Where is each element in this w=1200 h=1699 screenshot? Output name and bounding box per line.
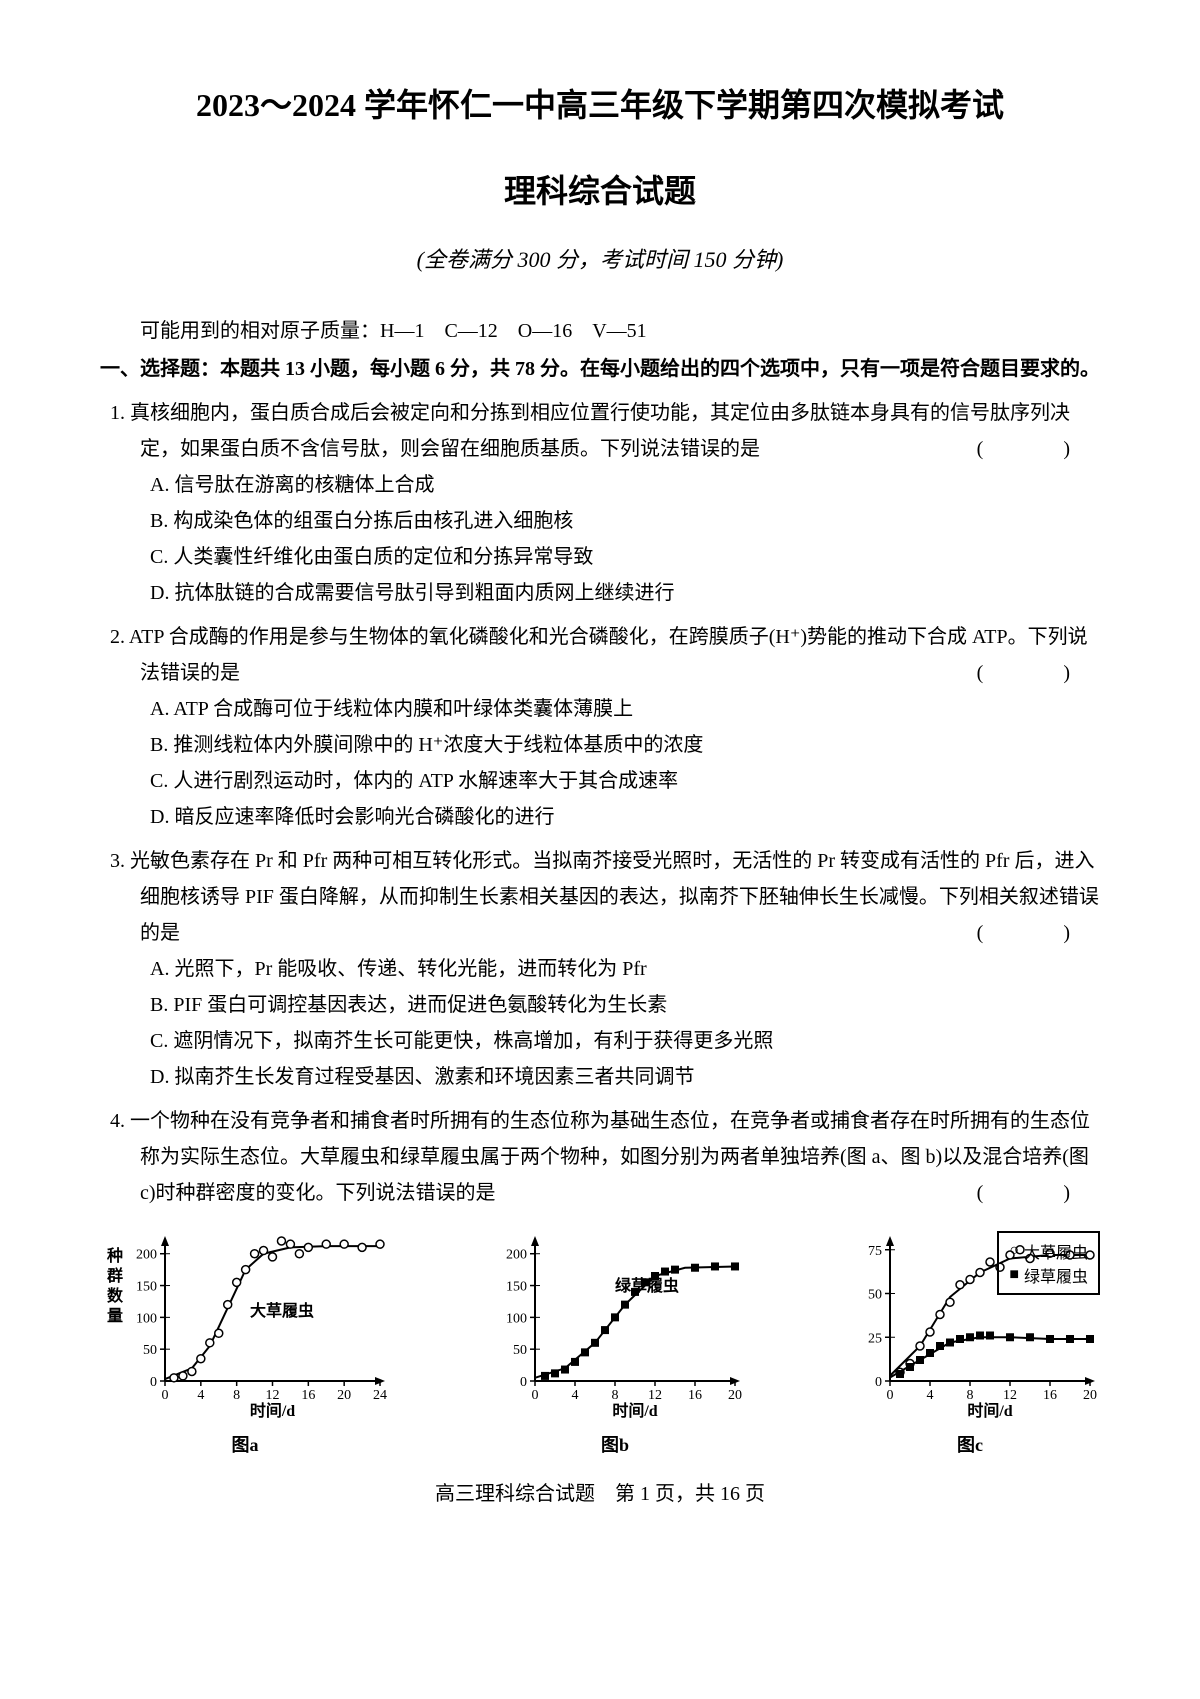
option: B. PIF 蛋白可调控基因表达，进而促进色氨酸转化为生长素: [100, 987, 1100, 1023]
svg-text:150: 150: [136, 1280, 157, 1295]
svg-text:12: 12: [266, 1388, 280, 1403]
svg-text:8: 8: [612, 1388, 619, 1403]
circle-marker-icon: ○: [1009, 1242, 1019, 1260]
svg-text:50: 50: [143, 1343, 157, 1358]
svg-text:0: 0: [875, 1375, 882, 1390]
svg-text:200: 200: [136, 1248, 157, 1263]
chart-legend: ○ 大草履虫 ■ 绿草履虫: [997, 1231, 1100, 1295]
question-block: 4. 一个物种在没有竞争者和捕食者时所拥有的生态位称为基础生态位，在竞争者或捕食…: [100, 1103, 1100, 1211]
svg-text:25: 25: [868, 1331, 882, 1346]
legend-item-1: ○ 大草履虫: [1009, 1239, 1088, 1263]
svg-text:16: 16: [688, 1388, 702, 1403]
svg-text:4: 4: [197, 1388, 204, 1403]
question-stem: 1. 真核细胞内，蛋白质合成后会被定向和分拣到相应位置行使功能，其定位由多肽链本…: [100, 395, 1100, 467]
atomic-mass: 可能用到的相对原子质量：H—1 C—12 O—16 V—51: [100, 314, 1100, 343]
svg-text:0: 0: [162, 1388, 169, 1403]
answer-paren: ( ): [1007, 431, 1100, 467]
svg-text:50: 50: [513, 1343, 527, 1358]
svg-text:0: 0: [532, 1388, 539, 1403]
option: B. 构成染色体的组蛋白分拣后由核孔进入细胞核: [100, 503, 1100, 539]
svg-text:150: 150: [506, 1280, 527, 1295]
main-title: 2023～2024 学年怀仁一中高三年级下学期第四次模拟考试: [100, 80, 1100, 126]
answer-paren: ( ): [1007, 655, 1100, 691]
page-footer: 高三理科综合试题 第 1 页，共 16 页: [100, 1477, 1100, 1506]
chart-c-label: 图c: [840, 1431, 1100, 1457]
svg-text:200: 200: [506, 1248, 527, 1263]
chart-b-label: 图b: [485, 1431, 745, 1457]
question-stem: 3. 光敏色素存在 Pr 和 Pfr 两种可相互转化形式。当拟南芥接受光照时，无…: [100, 843, 1100, 951]
svg-text:20: 20: [1083, 1388, 1097, 1403]
svg-text:8: 8: [967, 1388, 974, 1403]
svg-text:种群数量: 种群数量: [106, 1246, 124, 1325]
question-block: 2. ATP 合成酶的作用是参与生物体的氧化磷酸化和光合磷酸化，在跨膜质子(H⁺…: [100, 619, 1100, 835]
svg-text:12: 12: [1003, 1388, 1017, 1403]
option: D. 拟南芥生长发育过程受基因、激素和环境因素三者共同调节: [100, 1059, 1100, 1095]
option: A. 信号肽在游离的核糖体上合成: [100, 467, 1100, 503]
option: C. 遮阴情况下，拟南芥生长可能更快，株高增加，有利于获得更多光照: [100, 1023, 1100, 1059]
svg-text:100: 100: [506, 1311, 527, 1326]
charts-row: 04812162024050100150200时间/d种群数量大草履虫 图a 0…: [100, 1231, 1100, 1457]
option: A. 光照下，Pr 能吸收、传递、转化光能，进而转化为 Pfr: [100, 951, 1100, 987]
answer-paren: ( ): [1007, 915, 1100, 951]
svg-text:20: 20: [728, 1388, 742, 1403]
legend-item-2: ■ 绿草履虫: [1009, 1263, 1088, 1287]
option: C. 人进行剧烈运动时，体内的 ATP 水解速率大于其合成速率: [100, 763, 1100, 799]
subtitle: 理科综合试题: [100, 166, 1100, 212]
svg-text:0: 0: [150, 1375, 157, 1390]
square-marker-icon: ■: [1009, 1266, 1019, 1284]
answer-paren: ( ): [1007, 1175, 1100, 1211]
svg-text:100: 100: [136, 1311, 157, 1326]
chart-a-label: 图a: [100, 1431, 390, 1457]
option: C. 人类囊性纤维化由蛋白质的定位和分拣异常导致: [100, 539, 1100, 575]
legend-text-1: 大草履虫: [1024, 1239, 1088, 1263]
option: D. 暗反应速率降低时会影响光合磷酸化的进行: [100, 799, 1100, 835]
svg-text:20: 20: [337, 1388, 351, 1403]
svg-text:大草履虫: 大草履虫: [250, 1301, 314, 1320]
svg-text:75: 75: [868, 1244, 882, 1259]
svg-text:0: 0: [887, 1388, 894, 1403]
svg-text:50: 50: [868, 1288, 882, 1303]
legend-text-2: 绿草履虫: [1024, 1263, 1088, 1287]
svg-text:时间/d: 时间/d: [967, 1401, 1012, 1420]
chart-b: 048121620050100150200时间/d绿草履虫 图b: [485, 1231, 745, 1457]
question-stem: 4. 一个物种在没有竞争者和捕食者时所拥有的生态位称为基础生态位，在竞争者或捕食…: [100, 1103, 1100, 1211]
svg-text:0: 0: [520, 1375, 527, 1390]
chart-a: 0 4 8 12 16 20 24 0 50 100 150 200 时间/d 种群数量大草履虫 图a: [100, 1231, 390, 1457]
option: D. 抗体肽链的合成需要信号肽引导到粗面内质网上继续进行: [100, 575, 1100, 611]
svg-text:4: 4: [572, 1388, 579, 1403]
svg-text:时间/d: 时间/d: [250, 1401, 295, 1420]
exam-info: (全卷满分 300 分，考试时间 150 分钟): [100, 242, 1100, 274]
option: A. ATP 合成酶可位于线粒体内膜和叶绿体类囊体薄膜上: [100, 691, 1100, 727]
svg-text:时间/d: 时间/d: [612, 1401, 657, 1420]
question-stem: 2. ATP 合成酶的作用是参与生物体的氧化磷酸化和光合磷酸化，在跨膜质子(H⁺…: [100, 619, 1100, 691]
svg-text:8: 8: [233, 1388, 240, 1403]
question-block: 3. 光敏色素存在 Pr 和 Pfr 两种可相互转化形式。当拟南芥接受光照时，无…: [100, 843, 1100, 1095]
svg-text:12: 12: [648, 1388, 662, 1403]
section-header: 一、选择题：本题共 13 小题，每小题 6 分，共 78 分。在每小题给出的四个…: [100, 353, 1100, 385]
svg-text:4: 4: [927, 1388, 934, 1403]
question-block: 1. 真核细胞内，蛋白质合成后会被定向和分拣到相应位置行使功能，其定位由多肽链本…: [100, 395, 1100, 611]
option: B. 推测线粒体内外膜间隙中的 H⁺浓度大于线粒体基质中的浓度: [100, 727, 1100, 763]
svg-text:16: 16: [301, 1388, 315, 1403]
svg-text:16: 16: [1043, 1388, 1057, 1403]
svg-text:24: 24: [373, 1388, 387, 1403]
